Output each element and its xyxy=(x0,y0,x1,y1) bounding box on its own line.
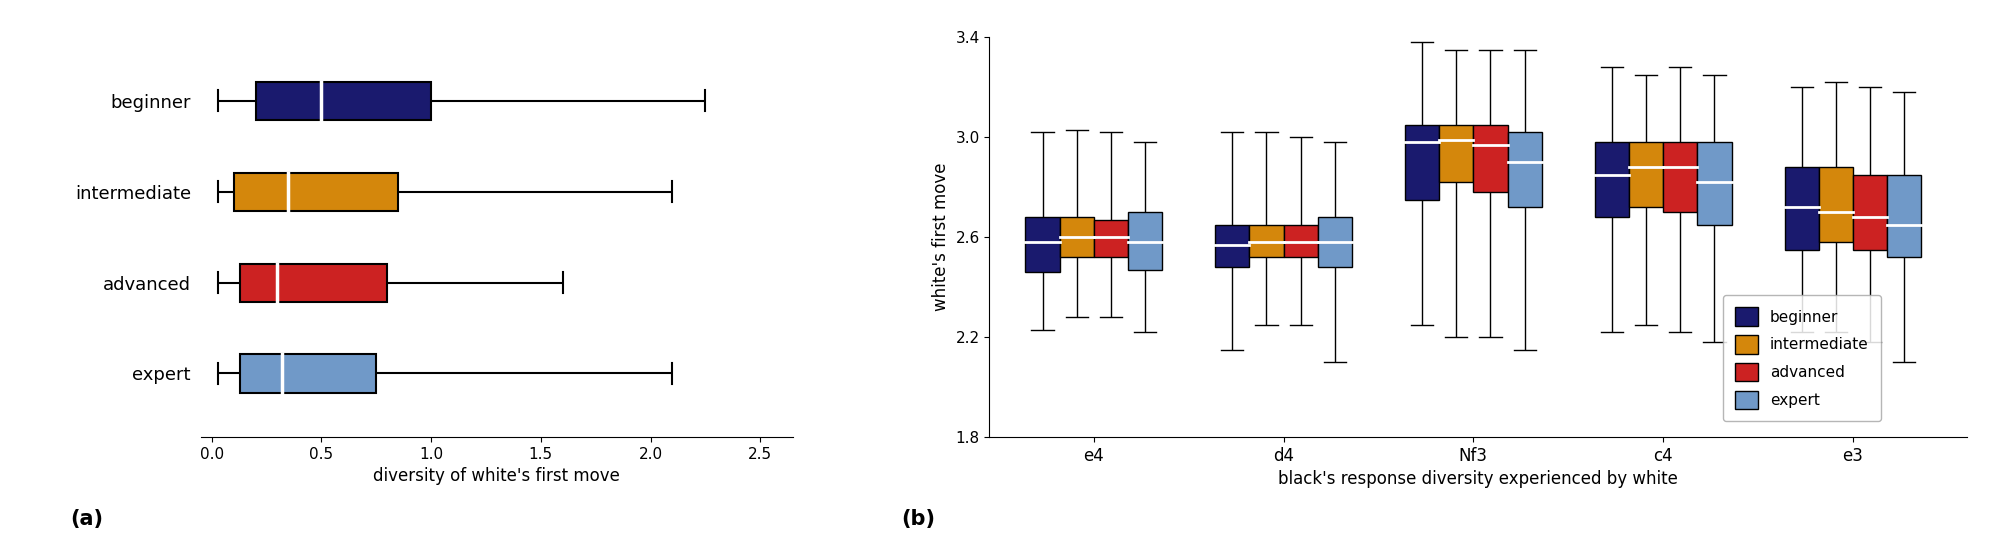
FancyBboxPatch shape xyxy=(1852,175,1887,249)
FancyBboxPatch shape xyxy=(1473,125,1507,192)
FancyBboxPatch shape xyxy=(1439,125,1473,182)
FancyBboxPatch shape xyxy=(1784,167,1818,249)
FancyBboxPatch shape xyxy=(1060,217,1094,257)
FancyBboxPatch shape xyxy=(255,82,432,120)
FancyBboxPatch shape xyxy=(1250,225,1284,257)
FancyBboxPatch shape xyxy=(1507,132,1541,207)
FancyBboxPatch shape xyxy=(1094,220,1128,257)
FancyBboxPatch shape xyxy=(1887,175,1921,257)
FancyBboxPatch shape xyxy=(1128,212,1162,270)
FancyBboxPatch shape xyxy=(1405,125,1439,200)
FancyBboxPatch shape xyxy=(1319,217,1353,267)
Y-axis label: white's first move: white's first move xyxy=(931,163,949,311)
FancyBboxPatch shape xyxy=(1284,225,1319,257)
FancyBboxPatch shape xyxy=(241,263,387,302)
Text: (b): (b) xyxy=(901,509,935,529)
FancyBboxPatch shape xyxy=(1630,142,1664,207)
FancyBboxPatch shape xyxy=(1818,167,1852,242)
FancyBboxPatch shape xyxy=(241,354,375,392)
FancyBboxPatch shape xyxy=(1698,142,1732,225)
Text: (a): (a) xyxy=(70,509,104,529)
FancyBboxPatch shape xyxy=(1026,217,1060,272)
X-axis label: black's response diversity experienced by white: black's response diversity experienced b… xyxy=(1278,470,1678,488)
FancyBboxPatch shape xyxy=(1214,225,1250,267)
FancyBboxPatch shape xyxy=(1596,142,1630,217)
Legend: beginner, intermediate, advanced, expert: beginner, intermediate, advanced, expert xyxy=(1722,295,1881,422)
X-axis label: diversity of white's first move: diversity of white's first move xyxy=(373,467,620,486)
FancyBboxPatch shape xyxy=(1664,142,1698,212)
FancyBboxPatch shape xyxy=(233,173,397,211)
